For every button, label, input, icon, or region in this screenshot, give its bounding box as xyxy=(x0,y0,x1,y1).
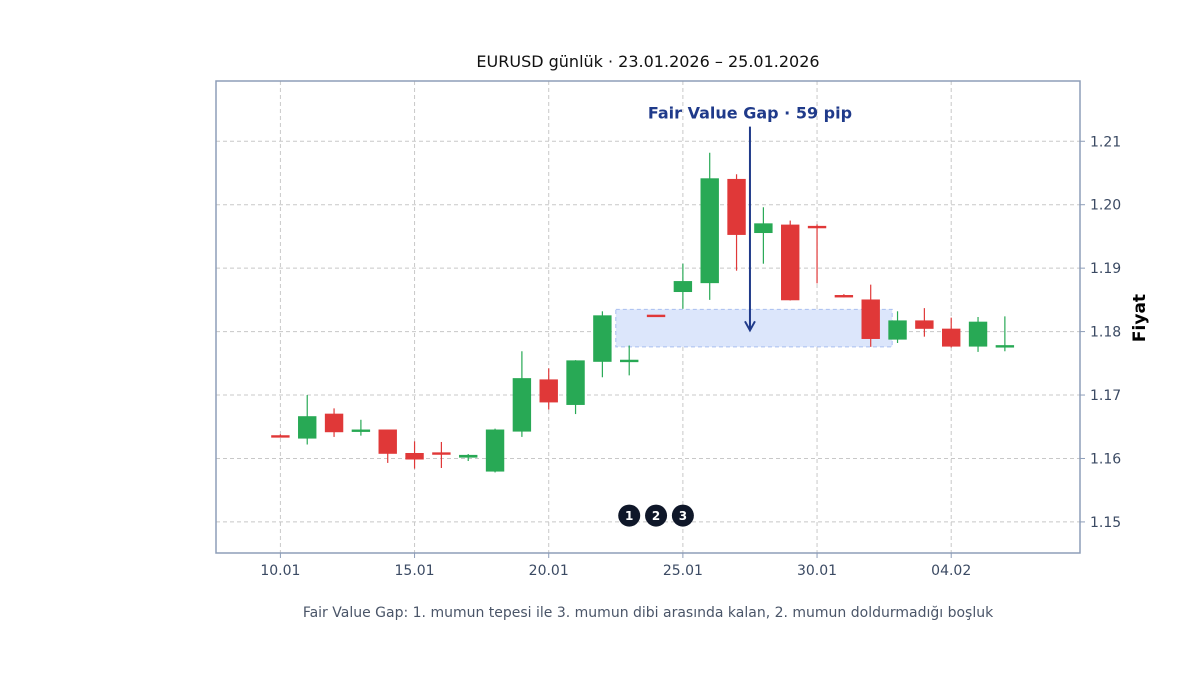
badge-number: 1 xyxy=(625,509,633,523)
candle-body xyxy=(700,178,719,284)
candle-body xyxy=(593,315,612,362)
bullish-candle xyxy=(888,311,907,344)
y-tick-label: 1.21 xyxy=(1090,134,1121,150)
x-tick-label: 25.01 xyxy=(663,563,703,579)
candle-body xyxy=(512,378,532,432)
candle-body xyxy=(298,416,317,439)
x-axis-ticks: 10.01 15.01 20.01 25.01 30.01 04.02 xyxy=(260,553,971,579)
bearish-candle xyxy=(271,434,290,438)
bullish-candle xyxy=(512,351,532,437)
bullish-candle xyxy=(620,345,639,376)
chart-title: EURUSD günlük · 23.01.2026 – 25.01.2026 xyxy=(476,52,819,71)
bullish-candle xyxy=(593,311,612,378)
y-axis-ticks: 1.15 1.16 1.17 1.18 1.19 1.20 1.21 xyxy=(1080,134,1121,531)
bearish-candle xyxy=(834,294,854,298)
bearish-candle xyxy=(378,429,397,463)
bearish-candle xyxy=(539,368,558,410)
y-axis-label: Fiyat xyxy=(1130,294,1150,342)
candle-body xyxy=(485,429,505,472)
x-tick-label: 20.01 xyxy=(529,563,569,579)
bullish-candle xyxy=(459,454,478,462)
candle-body xyxy=(727,178,746,235)
y-tick-label: 1.17 xyxy=(1090,388,1121,404)
candle-body xyxy=(968,321,988,347)
candle-body xyxy=(539,379,558,403)
badge-circle xyxy=(645,504,668,527)
plot-frame xyxy=(215,80,1081,554)
candle-body xyxy=(324,413,344,433)
candle-body xyxy=(620,359,639,363)
bullish-candle xyxy=(298,395,317,445)
x-tick-label: 15.01 xyxy=(395,563,435,579)
badge-number: 2 xyxy=(652,509,660,523)
candle-badge: 2 xyxy=(645,504,668,527)
bullish-candle xyxy=(566,360,585,415)
candle-body xyxy=(405,452,424,460)
candle-body xyxy=(834,295,854,298)
y-tick-label: 1.18 xyxy=(1090,325,1121,341)
bullish-candle xyxy=(995,316,1015,352)
candles xyxy=(271,152,1015,473)
badge-number: 3 xyxy=(679,509,687,523)
candle-body xyxy=(861,299,880,339)
bearish-candle xyxy=(861,284,880,347)
candle-body xyxy=(915,320,934,329)
candle-body xyxy=(995,345,1015,348)
bearish-candle xyxy=(646,314,666,318)
y-tick-label: 1.15 xyxy=(1090,515,1121,531)
candle-badge: 1 xyxy=(618,504,641,527)
candle-body xyxy=(888,320,907,340)
bearish-candle xyxy=(432,441,451,468)
candle-badges: 1 2 3 xyxy=(618,504,694,527)
bearish-candle xyxy=(727,174,746,271)
fvg-label: Fair Value Gap · 59 pip xyxy=(648,104,852,123)
x-tick-label: 04.02 xyxy=(931,563,971,579)
candle-badge: 3 xyxy=(671,504,694,527)
candle-body xyxy=(781,224,800,301)
candle-body xyxy=(271,435,290,438)
bullish-candle xyxy=(968,317,988,352)
candle-body xyxy=(942,328,961,347)
candle-body xyxy=(378,429,397,454)
bearish-candle xyxy=(405,441,424,469)
fvg-annotation: Fair Value Gap · 59 pip xyxy=(648,104,852,333)
badge-circle xyxy=(671,504,694,527)
x-tick-label: 10.01 xyxy=(260,563,300,579)
y-tick-label: 1.19 xyxy=(1090,261,1121,277)
candle-body xyxy=(807,225,827,229)
bearish-candle xyxy=(915,308,934,337)
candle-body xyxy=(566,360,585,405)
bullish-candle xyxy=(754,207,773,264)
bearish-candle xyxy=(807,224,827,284)
bearish-candle xyxy=(324,408,344,437)
candle-body xyxy=(432,452,451,455)
bullish-candle xyxy=(700,152,719,300)
x-tick-label: 30.01 xyxy=(797,563,837,579)
badge-circle xyxy=(618,504,641,527)
y-tick-label: 1.20 xyxy=(1090,198,1121,214)
candle-body xyxy=(673,281,693,293)
bullish-candle xyxy=(673,263,693,309)
candle-body xyxy=(351,429,371,432)
bullish-candle xyxy=(351,419,371,436)
bearish-candle xyxy=(942,317,961,348)
grid-lines xyxy=(216,81,1080,553)
y-tick-label: 1.16 xyxy=(1090,451,1121,467)
candle-body xyxy=(646,314,666,318)
chart-caption: Fair Value Gap: 1. mumun tepesi ile 3. m… xyxy=(303,605,994,621)
candle-body xyxy=(754,223,773,234)
fvg-arrow-head xyxy=(744,320,756,333)
candle-body xyxy=(459,454,478,458)
bullish-candle xyxy=(485,428,505,473)
bearish-candle xyxy=(781,220,800,301)
